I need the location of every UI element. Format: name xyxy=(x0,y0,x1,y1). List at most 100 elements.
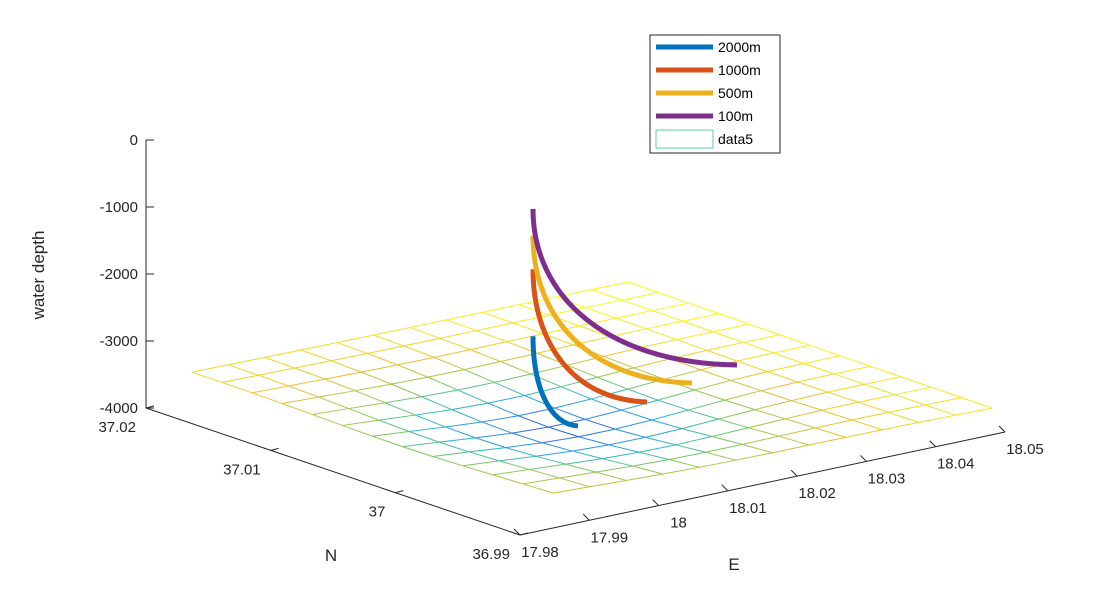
mesh-line xyxy=(705,451,737,461)
mesh-line xyxy=(591,281,629,291)
mesh-line xyxy=(955,407,993,416)
mesh-line xyxy=(615,317,647,330)
mesh-line xyxy=(834,373,865,385)
mesh-line xyxy=(688,399,725,411)
mesh-line xyxy=(475,437,506,449)
mesh-line xyxy=(925,397,962,406)
mesh-line xyxy=(288,378,326,387)
mesh-line xyxy=(718,313,750,325)
mesh-line xyxy=(602,451,640,460)
mesh-line xyxy=(499,455,536,462)
mesh-line xyxy=(694,379,732,391)
mesh-line xyxy=(736,352,774,362)
mesh-line xyxy=(621,292,659,301)
mesh-line xyxy=(457,389,489,404)
mesh-line xyxy=(754,400,792,411)
mesh-line xyxy=(791,391,829,402)
mesh-line xyxy=(191,371,223,383)
mesh-line xyxy=(421,396,452,411)
e-tick-mark xyxy=(721,484,729,492)
mesh-line xyxy=(337,334,374,344)
mesh-line xyxy=(888,411,919,423)
mesh-line xyxy=(258,374,289,387)
mesh-line xyxy=(445,426,476,439)
mesh-line xyxy=(354,390,386,404)
depth-curve-500m xyxy=(530,235,693,386)
mesh-line xyxy=(221,374,259,383)
e-tick-mark xyxy=(790,469,798,477)
mesh-line xyxy=(621,299,653,312)
mesh-line xyxy=(391,376,428,385)
mesh-line xyxy=(851,419,883,431)
mesh-line xyxy=(572,450,603,460)
mesh-line xyxy=(367,352,398,366)
mesh-line xyxy=(608,436,646,446)
mesh-line xyxy=(397,364,429,378)
mesh-line xyxy=(378,419,410,432)
mesh-line xyxy=(288,385,319,398)
mesh-line xyxy=(402,441,440,448)
e-axis-label: E xyxy=(728,555,739,574)
e-tick-mark xyxy=(582,513,590,521)
mesh-line xyxy=(505,447,536,457)
mesh-line xyxy=(821,409,853,421)
mesh-line xyxy=(749,323,780,336)
mesh-line xyxy=(706,349,738,362)
legend-swatch-data5 xyxy=(655,129,714,149)
mesh-line xyxy=(615,310,653,319)
mesh-line xyxy=(409,326,441,339)
mesh-line xyxy=(645,436,676,446)
n-tick-mark xyxy=(395,490,404,494)
mesh-line xyxy=(446,319,477,332)
mesh-line xyxy=(221,381,253,394)
mesh-line xyxy=(403,345,435,358)
mesh-line xyxy=(433,356,465,371)
mesh-line xyxy=(470,349,501,363)
mesh-line xyxy=(432,451,470,457)
mesh-line xyxy=(565,463,597,473)
mesh-line xyxy=(676,339,707,351)
mesh-line xyxy=(585,307,617,319)
mesh-line xyxy=(657,399,689,411)
mesh-line xyxy=(669,459,700,468)
e-tick-label: 17.98 xyxy=(521,544,559,561)
mesh-line xyxy=(554,398,592,409)
mesh-line xyxy=(705,443,743,453)
e-tick-mark xyxy=(998,425,1006,433)
mesh-line xyxy=(773,352,805,364)
mesh-line xyxy=(724,399,756,411)
mesh-line xyxy=(457,381,495,391)
mesh-line xyxy=(403,337,441,347)
mesh-line xyxy=(724,390,762,401)
legend-label-1000m: 1000m xyxy=(718,62,761,78)
mesh-line xyxy=(791,400,822,411)
mesh-line xyxy=(821,401,859,411)
mesh-line xyxy=(228,364,259,376)
mesh-line xyxy=(773,344,811,354)
mesh-line xyxy=(785,418,816,429)
mesh-line xyxy=(632,465,663,475)
mesh-line xyxy=(567,364,598,378)
mesh-line xyxy=(900,376,932,388)
mesh-line xyxy=(772,444,810,454)
legend-label-data5: data5 xyxy=(718,131,753,147)
mesh-line xyxy=(706,341,744,351)
mesh-line xyxy=(735,452,773,461)
mesh-line xyxy=(585,299,623,309)
z-tick-label: -3000 xyxy=(100,333,138,350)
e-tick-mark xyxy=(652,499,659,506)
mesh-line xyxy=(797,373,835,383)
mesh-line xyxy=(505,442,543,449)
z-tick-label: 0 xyxy=(130,132,138,149)
mesh-line xyxy=(591,398,622,411)
mesh-line xyxy=(633,367,665,380)
legend-label-100m: 100m xyxy=(718,108,753,124)
depth-curves xyxy=(530,208,738,429)
e-tick-label: 18 xyxy=(670,515,687,532)
mesh-line xyxy=(481,415,519,423)
mesh-line xyxy=(797,381,829,393)
mesh-line xyxy=(494,373,531,383)
surface-mesh xyxy=(191,281,993,494)
mesh-line xyxy=(565,458,603,465)
mesh-line xyxy=(761,381,798,392)
